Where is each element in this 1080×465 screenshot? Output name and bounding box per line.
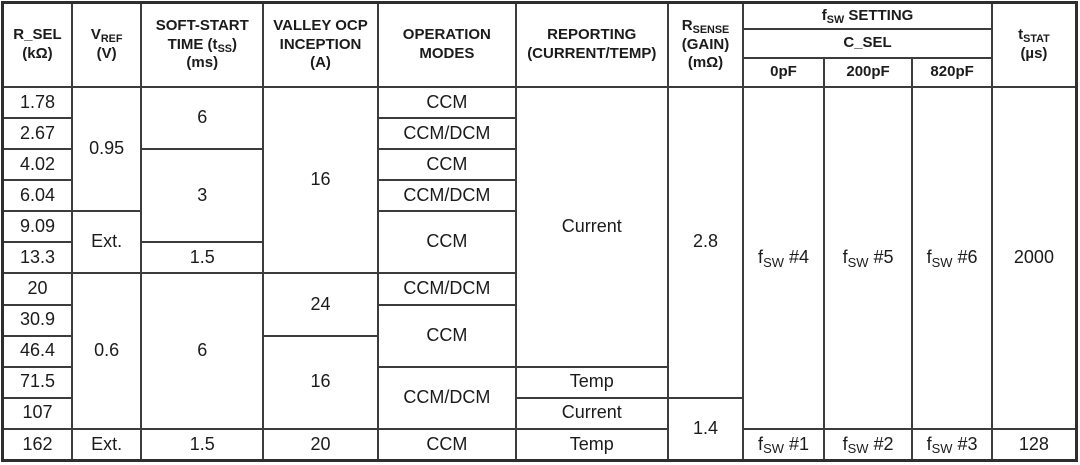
header-label: VREF: [90, 26, 123, 46]
valley-ocp-cell: 20: [262, 427, 379, 462]
rsel-cell: 2.67: [1, 117, 73, 151]
operation-mode-cell: CCM/DCM: [376, 272, 517, 306]
table-row: 2.67 CCM/DCM: [1, 117, 1077, 151]
column-header-tstat: tSTAT (µs): [990, 1, 1078, 88]
table-row: 107 Current 1.4: [1, 396, 1077, 462]
reporting-cell: Temp: [514, 365, 669, 399]
table-row: 30.9 CCM: [1, 303, 1077, 368]
soft-start-cell: 1.5: [140, 427, 265, 462]
column-group-header-fsw-setting: fSW SETTING: [742, 1, 993, 30]
fsw-cell: fSW #4: [742, 86, 825, 430]
table-row: 6.04 CCM/DCM: [1, 179, 1077, 213]
rsel-cell: 1.78: [1, 85, 73, 120]
header-unit: (kΩ): [22, 45, 53, 62]
column-header-200pf: 200pF: [822, 57, 914, 88]
operation-mode-cell: CCM/DCM: [376, 117, 517, 151]
column-header-reporting: REPORTING (CURRENT/TEMP): [514, 1, 669, 88]
table-row: 20 0.6 6 24 CCM/DCM: [1, 272, 1077, 430]
column-group-header-csel: C_SEL: [742, 28, 993, 59]
header-row-1: R_SEL (kΩ) VREF (V) SOFT-START TIME (tSS…: [1, 1, 1078, 88]
rsel-cell: 9.09: [1, 210, 73, 244]
table-row: 13.3 1.5: [1, 241, 1077, 275]
reporting-cell: Current: [514, 86, 669, 368]
soft-start-cell: 1.5: [140, 241, 265, 275]
header-label: (GAIN): [681, 35, 730, 53]
vref-cell: Ext.: [70, 427, 143, 462]
header-label: R_SEL: [13, 26, 62, 44]
header-unit: (A): [310, 54, 331, 72]
rsel-cell: 13.3: [1, 241, 73, 275]
column-header-soft-start-time: SOFT-START TIME (tSS) (ms): [140, 1, 265, 88]
operation-mode-cell: CCM: [376, 148, 517, 182]
table-row: 71.5 CCM/DCM Temp: [1, 365, 1077, 430]
tstat-cell: 128: [990, 427, 1078, 462]
column-header-valley-ocp: VALLEY OCP INCEPTION (A): [262, 1, 379, 88]
rsel-cell: 30.9: [1, 303, 73, 337]
soft-start-cell: 6: [140, 85, 265, 151]
table-row: 9.09 Ext. CCM: [1, 210, 1077, 275]
valley-ocp-cell: 24: [262, 272, 379, 337]
valley-ocp-cell: 16: [262, 85, 379, 275]
soft-start-cell: 3: [140, 148, 265, 244]
column-header-operation-modes: OPERATION MODES: [376, 1, 517, 88]
header-label: REPORTING: [547, 26, 637, 44]
rsense-cell: 2.8: [666, 86, 745, 399]
column-header-820pf: 820pF: [911, 57, 993, 88]
operation-mode-cell: CCM: [376, 427, 517, 462]
operation-mode-cell: CCM: [376, 303, 517, 368]
rsel-cell: 46.4: [1, 334, 73, 368]
fsw-cell: fSW #1: [742, 427, 825, 462]
header-unit: (ms): [186, 54, 219, 72]
column-header-rsense: RSENSE (GAIN) (mΩ): [666, 1, 745, 88]
header-unit: (µs): [1020, 45, 1048, 62]
operation-mode-cell: CCM: [376, 210, 517, 275]
fsw-cell: fSW #3: [911, 427, 993, 462]
header-label: tSTAT: [1018, 26, 1050, 46]
vref-cell: Ext.: [70, 210, 143, 275]
operation-mode-cell: CCM/DCM: [376, 179, 517, 213]
soft-start-cell: 6: [140, 272, 265, 430]
column-header-0pf: 0pF: [742, 57, 825, 88]
header-unit: (V): [96, 45, 117, 62]
header-unit: (mΩ): [687, 54, 724, 72]
rsel-cell: 20: [1, 272, 73, 306]
tstat-cell: 2000: [990, 86, 1078, 430]
table-row: 162 Ext. 1.5 20 CCM Temp fSW #1 fSW #2 f…: [1, 427, 1078, 462]
rsel-cell: 162: [1, 427, 73, 462]
header-label: INCEPTION: [279, 35, 362, 53]
vref-cell: 0.6: [70, 272, 143, 430]
table-row: 4.02 3 CCM: [1, 148, 1077, 244]
column-header-vref: VREF (V): [70, 1, 143, 88]
rsel-cell: 107: [1, 396, 73, 430]
reporting-cell: Temp: [514, 427, 669, 462]
header-label: MODES: [419, 45, 475, 62]
fsw-cell: fSW #6: [911, 86, 993, 430]
reporting-cell: Current: [514, 396, 669, 430]
header-label: (CURRENT/TEMP): [527, 45, 657, 62]
column-header-rsel: R_SEL (kΩ): [1, 1, 73, 88]
valley-ocp-cell: 16: [262, 334, 379, 430]
rsense-cell: 1.4: [666, 396, 745, 462]
header-label: OPERATION: [402, 26, 491, 44]
table-body: 1.78 0.95 6 16 CCM Current 2.8 fSW #4 fS…: [1, 85, 1078, 462]
header-label: VALLEY OCP: [273, 16, 368, 34]
fsw-cell: fSW #5: [822, 86, 914, 430]
fsw-cell: fSW #2: [822, 427, 914, 462]
rsel-cell: 71.5: [1, 365, 73, 399]
table-header: R_SEL (kΩ) VREF (V) SOFT-START TIME (tSS…: [1, 1, 1078, 88]
header-row-2: C_SEL: [3, 28, 1077, 59]
header-label: TIME (tSS): [167, 35, 237, 55]
header-label: SOFT-START: [155, 16, 249, 34]
table-row: 46.4 16: [1, 334, 1077, 430]
operation-mode-cell: CCM/DCM: [376, 365, 517, 430]
table-row: 1.78 0.95 6 16 CCM Current 2.8 fSW #4 fS…: [1, 85, 1078, 430]
operation-mode-cell: CCM: [376, 85, 517, 120]
header-label: RSENSE: [681, 16, 730, 36]
rsel-cell: 4.02: [1, 148, 73, 182]
vref-cell: 0.95: [70, 85, 143, 213]
header-row-3: 0pF 200pF 820pF: [3, 57, 1077, 88]
header-label: fSW SETTING: [821, 6, 914, 26]
rsel-cell: 6.04: [1, 179, 73, 213]
